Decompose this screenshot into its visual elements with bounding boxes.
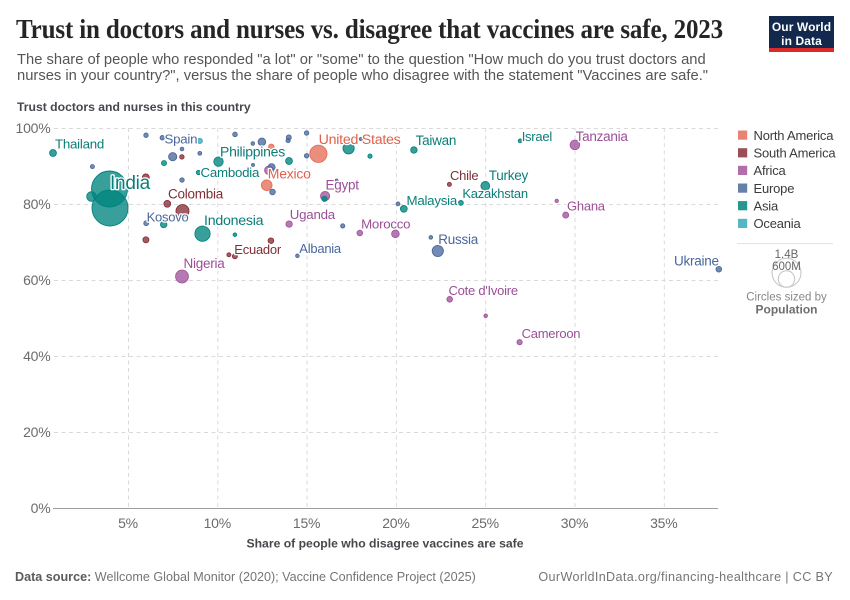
svg-text:Cambodia: Cambodia [201, 165, 260, 180]
svg-text:Albania: Albania [299, 241, 342, 256]
svg-text:Philippines: Philippines [220, 143, 285, 159]
svg-text:Malaysia: Malaysia [407, 193, 458, 208]
svg-text:Turkey: Turkey [489, 168, 529, 183]
svg-text:Nigeria: Nigeria [184, 256, 226, 271]
svg-text:20%: 20% [23, 424, 50, 440]
svg-text:25%: 25% [471, 515, 498, 531]
svg-text:Indonesia: Indonesia [204, 213, 264, 229]
svg-text:Ukraine: Ukraine [674, 253, 719, 268]
svg-text:North America: North America [754, 128, 835, 143]
svg-text:Kazakhstan: Kazakhstan [462, 186, 527, 201]
svg-text:Taiwan: Taiwan [416, 133, 457, 148]
svg-text:Russia: Russia [438, 232, 479, 247]
svg-text:Tanzania: Tanzania [576, 129, 629, 144]
svg-text:Egypt: Egypt [326, 178, 360, 193]
svg-text:5%: 5% [118, 515, 138, 531]
svg-text:Morocco: Morocco [361, 216, 410, 231]
svg-text:10%: 10% [204, 515, 231, 531]
svg-text:Colombia: Colombia [168, 187, 224, 202]
svg-text:Israel: Israel [522, 129, 553, 144]
svg-text:Ghana: Ghana [567, 199, 606, 214]
svg-text:South America: South America [754, 146, 837, 161]
svg-text:Share of people who disagree v: Share of people who disagree vaccines ar… [246, 537, 523, 551]
svg-text:Africa: Africa [754, 163, 787, 178]
svg-text:Thailand: Thailand [55, 137, 104, 152]
svg-text:Uganda: Uganda [290, 207, 336, 222]
svg-text:India: India [110, 173, 151, 194]
svg-text:600M: 600M [772, 261, 801, 273]
svg-text:Cameroon: Cameroon [522, 326, 581, 341]
svg-text:Population: Population [756, 303, 818, 317]
svg-text:30%: 30% [561, 515, 588, 531]
svg-text:Europe: Europe [754, 181, 795, 196]
svg-text:40%: 40% [23, 348, 50, 364]
svg-text:15%: 15% [293, 515, 320, 531]
svg-text:35%: 35% [650, 515, 677, 531]
svg-text:Trust doctors and nurses in th: Trust doctors and nurses in this country [17, 100, 251, 114]
svg-text:Oceania: Oceania [754, 216, 802, 231]
svg-text:Cote d'Ivoire: Cote d'Ivoire [449, 283, 518, 298]
svg-text:Chile: Chile [450, 168, 478, 183]
svg-text:1.4B: 1.4B [775, 249, 799, 261]
svg-text:20%: 20% [382, 515, 409, 531]
svg-text:Mexico: Mexico [268, 166, 311, 182]
svg-text:Kosovo: Kosovo [147, 210, 189, 225]
svg-text:80%: 80% [23, 196, 50, 212]
svg-text:100%: 100% [15, 120, 50, 136]
svg-text:0%: 0% [31, 500, 51, 516]
svg-text:Spain: Spain [165, 131, 198, 146]
svg-text:Asia: Asia [754, 199, 779, 214]
svg-text:60%: 60% [23, 272, 50, 288]
svg-text:Circles sized by: Circles sized by [746, 292, 827, 304]
svg-text:Ecuador: Ecuador [234, 242, 282, 257]
svg-text:United States: United States [319, 132, 401, 148]
